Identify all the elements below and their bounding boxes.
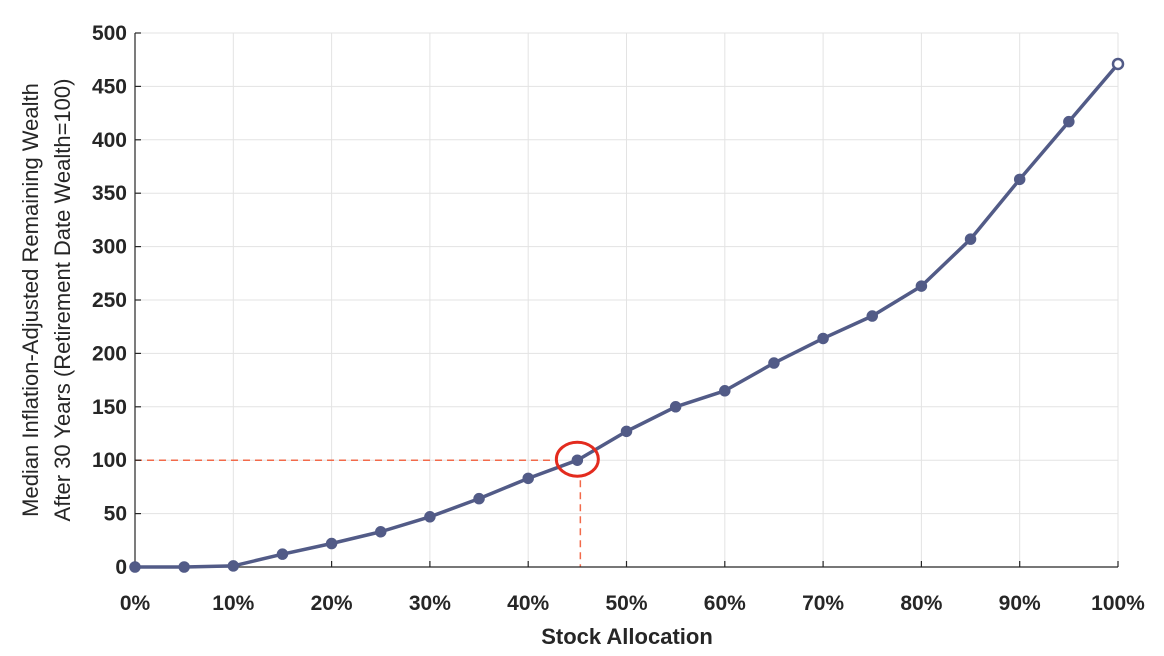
data-point xyxy=(964,233,977,245)
x-tick-label: 0% xyxy=(120,592,151,615)
data-point xyxy=(866,310,878,322)
data-point xyxy=(522,472,534,485)
y-tick-label: 250 xyxy=(92,289,127,312)
data-point xyxy=(424,511,436,523)
data-point xyxy=(129,561,141,573)
reference-layer xyxy=(135,459,582,567)
x-tick-label: 20% xyxy=(311,592,353,615)
y-tick-label: 200 xyxy=(92,342,127,365)
x-tick-label: 50% xyxy=(605,592,647,615)
data-point xyxy=(178,561,190,573)
series-layer xyxy=(129,57,1125,573)
y-tick-label: 0 xyxy=(115,556,127,579)
y-axis-title-line-2: After 30 Years (Retirement Date Wealth=1… xyxy=(50,79,75,522)
y-tick-label: 500 xyxy=(92,22,127,45)
data-point xyxy=(325,537,338,550)
y-tick-label: 350 xyxy=(92,182,127,205)
data-point xyxy=(1063,115,1075,128)
grid-layer xyxy=(135,32,1119,567)
y-tick-label: 100 xyxy=(92,449,127,472)
data-point xyxy=(620,425,633,438)
label-layer: Stock Allocation Median Inflation-Adjust… xyxy=(18,79,713,649)
data-point xyxy=(719,385,731,397)
x-tick-label: 100% xyxy=(1091,592,1145,615)
data-point xyxy=(1111,57,1125,71)
x-tick-label: 80% xyxy=(900,592,942,615)
data-point xyxy=(276,548,289,560)
data-point xyxy=(817,332,829,345)
x-tick-label: 40% xyxy=(507,592,549,615)
data-point xyxy=(571,454,584,466)
data-point xyxy=(915,280,928,292)
y-tick-label: 400 xyxy=(92,129,127,152)
data-point xyxy=(1013,173,1026,186)
x-tick-label: 90% xyxy=(999,592,1041,615)
data-point xyxy=(669,401,682,413)
y-tick-label: 300 xyxy=(92,236,127,259)
x-tick-label: 70% xyxy=(802,592,844,615)
y-tick-label: 450 xyxy=(92,75,127,98)
y-tick-label: 50 xyxy=(104,503,127,526)
axes-layer: 0% 10% 20% 30% 40% 50% 60% 70% 80% 90% 100% 0 50 100 1… xyxy=(92,22,1145,615)
x-axis-title: Stock Allocation xyxy=(541,624,713,649)
highlight-ring xyxy=(554,440,600,478)
x-tick-label: 60% xyxy=(704,592,746,615)
data-point xyxy=(768,357,780,369)
x-tick-label: 10% xyxy=(212,592,254,615)
data-point xyxy=(375,526,387,538)
y-tick-label: 150 xyxy=(92,396,127,419)
y-axis-title-line-1: Median Inflation-Adjusted Remaining Weal… xyxy=(18,83,43,517)
data-point xyxy=(473,492,485,505)
data-point xyxy=(227,560,240,572)
x-tick-label: 30% xyxy=(409,592,451,615)
